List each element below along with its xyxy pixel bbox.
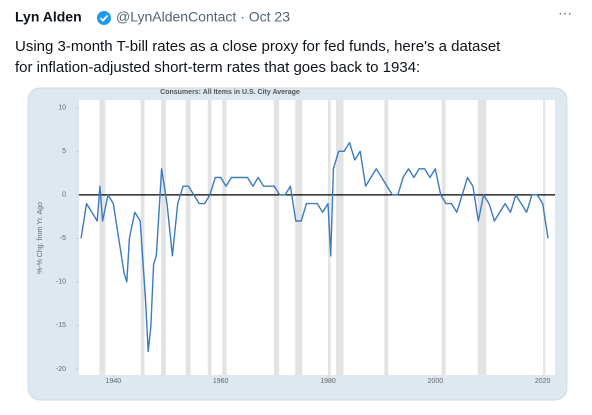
author-name[interactable]: Lyn Alden [15, 9, 82, 25]
y-tick-label: 5 [62, 148, 66, 155]
tweet-text: for inflation-adjusted short-term rates … [15, 59, 420, 76]
recession-band [384, 100, 389, 375]
x-tick-label: 1980 [320, 378, 336, 385]
x-tick-label: 2000 [428, 378, 444, 385]
data-line [80, 141, 549, 353]
handle-date[interactable]: @LynAldenContact · Oct 23 [116, 9, 290, 25]
recession-band [161, 100, 166, 375]
recession-band [336, 100, 344, 375]
x-tick-label: 1940 [106, 378, 122, 385]
recession-band [441, 100, 446, 375]
verified-badge [97, 11, 111, 25]
more-icon[interactable]: ··· [558, 5, 572, 21]
recession-band [477, 100, 487, 375]
y-tick-label: -20 [56, 366, 66, 373]
y-axis-label: %-% Chg. from Yr. Ago [37, 202, 44, 274]
y-tick-label: -5 [60, 235, 66, 242]
recession-band [222, 100, 227, 375]
y-tick-label: -15 [56, 322, 66, 329]
y-tick-label: 10 [58, 105, 66, 112]
tweet-text: Using 3-month T-bill rates as a close pr… [15, 38, 501, 55]
recession-band [99, 100, 106, 375]
x-tick-label: 2020 [535, 378, 551, 385]
recession-band [185, 100, 191, 375]
recession-band [273, 100, 280, 375]
y-tick-label: -10 [56, 279, 66, 286]
recession-band [295, 100, 303, 375]
plot-area [79, 100, 555, 375]
y-tick-label: 0 [62, 192, 66, 199]
x-tick-label: 1960 [213, 378, 229, 385]
recession-band [543, 100, 546, 375]
chart-title: Consumers: All Items in U.S. City Averag… [160, 89, 300, 96]
recession-band [207, 100, 212, 375]
recession-band [140, 100, 145, 375]
